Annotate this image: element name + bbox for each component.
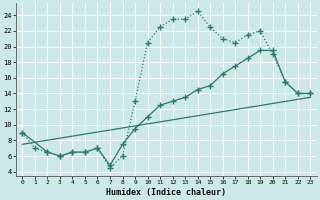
X-axis label: Humidex (Indice chaleur): Humidex (Indice chaleur)	[106, 188, 226, 197]
